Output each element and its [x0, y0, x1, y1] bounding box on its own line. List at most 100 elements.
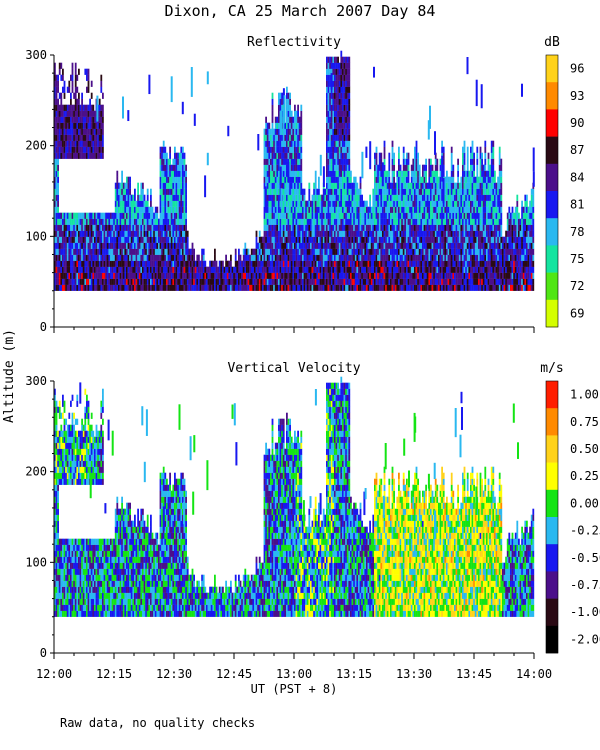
heatmap-cell: [270, 158, 272, 165]
heatmap-cell: [266, 134, 269, 141]
heatmap-cell: [346, 158, 349, 165]
heatmap-cell: [66, 134, 69, 141]
heatmap-cell: [90, 242, 93, 249]
heatmap-cell: [354, 254, 357, 261]
heatmap-cell: [394, 278, 397, 285]
heatmap-cell: [60, 92, 63, 99]
heatmap-cell: [284, 248, 287, 255]
heatmap-cell: [89, 266, 91, 273]
heatmap-cell: [334, 80, 336, 87]
heatmap-cell: [276, 128, 279, 135]
heatmap-cell: [158, 230, 160, 237]
heatmap-cell: [439, 212, 442, 219]
heatmap-cell: [449, 212, 451, 219]
heatmap-cell: [442, 254, 445, 261]
heatmap-cell: [418, 206, 421, 213]
heatmap-cell: [209, 260, 211, 267]
heatmap-cell: [161, 272, 163, 279]
heatmap-cell: [57, 248, 59, 255]
heatmap-cell: [161, 176, 163, 183]
heatmap-cell: [142, 200, 144, 207]
heatmap-cell: [345, 218, 347, 225]
heatmap-cell: [439, 254, 442, 261]
heatmap-cell: [450, 158, 453, 165]
heatmap-cell: [54, 164, 56, 171]
heatmap-cell: [426, 284, 429, 291]
heatmap-cell: [337, 284, 339, 291]
heatmap-cell: [297, 122, 299, 129]
heatmap-cell: [337, 236, 339, 243]
heatmap-cell: [334, 260, 336, 267]
heatmap-cell: [350, 218, 352, 225]
heatmap-cell: [132, 200, 135, 207]
heatmap-cell: [71, 128, 74, 135]
heatmap-cell: [76, 146, 79, 153]
heatmap-cell: [122, 242, 125, 249]
heatmap-cell: [418, 176, 421, 183]
heatmap-cell: [278, 182, 280, 189]
heatmap-cell: [417, 188, 419, 195]
heatmap-cell: [431, 236, 434, 243]
heatmap-cell: [351, 278, 354, 285]
heatmap-cell: [399, 206, 402, 213]
heatmap-cell: [55, 182, 58, 189]
heatmap-cell: [62, 110, 64, 117]
heatmap-cell: [81, 116, 83, 123]
heatmap-cell: [143, 284, 146, 291]
heatmap-cell: [186, 242, 189, 249]
heatmap-cell: [70, 122, 72, 129]
heatmap-cell: [265, 152, 267, 159]
heatmap-cell: [390, 266, 392, 273]
heatmap-cell: [290, 284, 293, 291]
heatmap-cell: [166, 260, 168, 267]
heatmap-cell: [258, 278, 261, 285]
heatmap-cell: [263, 236, 266, 243]
heatmap-cell: [70, 266, 72, 273]
heatmap-cell: [342, 146, 344, 153]
heatmap-cell: [324, 206, 327, 213]
heatmap-cell: [55, 248, 58, 255]
heatmap-cell: [126, 176, 128, 183]
heatmap-cell: [370, 248, 373, 255]
heatmap-cell: [340, 278, 343, 285]
heatmap-cell: [366, 278, 368, 285]
heatmap-cell: [412, 260, 415, 267]
heatmap-cell: [340, 68, 343, 75]
heatmap-cell: [162, 194, 165, 201]
heatmap-cell: [270, 194, 272, 201]
heatmap-cell: [169, 176, 171, 183]
heatmap-cell: [418, 164, 421, 171]
heatmap-cell: [215, 284, 218, 291]
heatmap-cell: [398, 230, 400, 237]
heatmap-cell: [126, 254, 128, 261]
heatmap-cell: [127, 206, 130, 213]
heatmap-cell: [452, 272, 455, 279]
heatmap-cell: [86, 122, 88, 129]
heatmap-cell: [343, 110, 346, 117]
heatmap-cell: [84, 254, 87, 261]
heatmap-cell: [172, 272, 175, 279]
heatmap-cell: [278, 98, 280, 105]
heatmap-cell: [415, 242, 418, 249]
heatmap-cell: [186, 272, 189, 279]
heatmap-cell: [386, 272, 389, 279]
heatmap-cell: [68, 242, 71, 249]
heatmap-cell: [70, 272, 72, 279]
heatmap-cell: [286, 182, 288, 189]
heatmap-cell: [372, 248, 375, 255]
heatmap-cell: [90, 80, 93, 87]
heatmap-cell: [92, 272, 95, 279]
heatmap-cell: [58, 230, 61, 237]
heatmap-cell: [290, 116, 293, 123]
heatmap-cell: [326, 86, 328, 93]
heatmap-cell: [84, 134, 87, 141]
heatmap-cell: [119, 260, 122, 267]
heatmap-cell: [79, 110, 82, 117]
heatmap-cell: [54, 68, 56, 75]
heatmap-cell: [105, 248, 107, 255]
heatmap-cell: [447, 206, 450, 213]
heatmap-cell: [278, 194, 280, 201]
heatmap-cell: [455, 230, 458, 237]
heatmap-cell: [71, 86, 74, 93]
heatmap-cell: [402, 254, 405, 261]
